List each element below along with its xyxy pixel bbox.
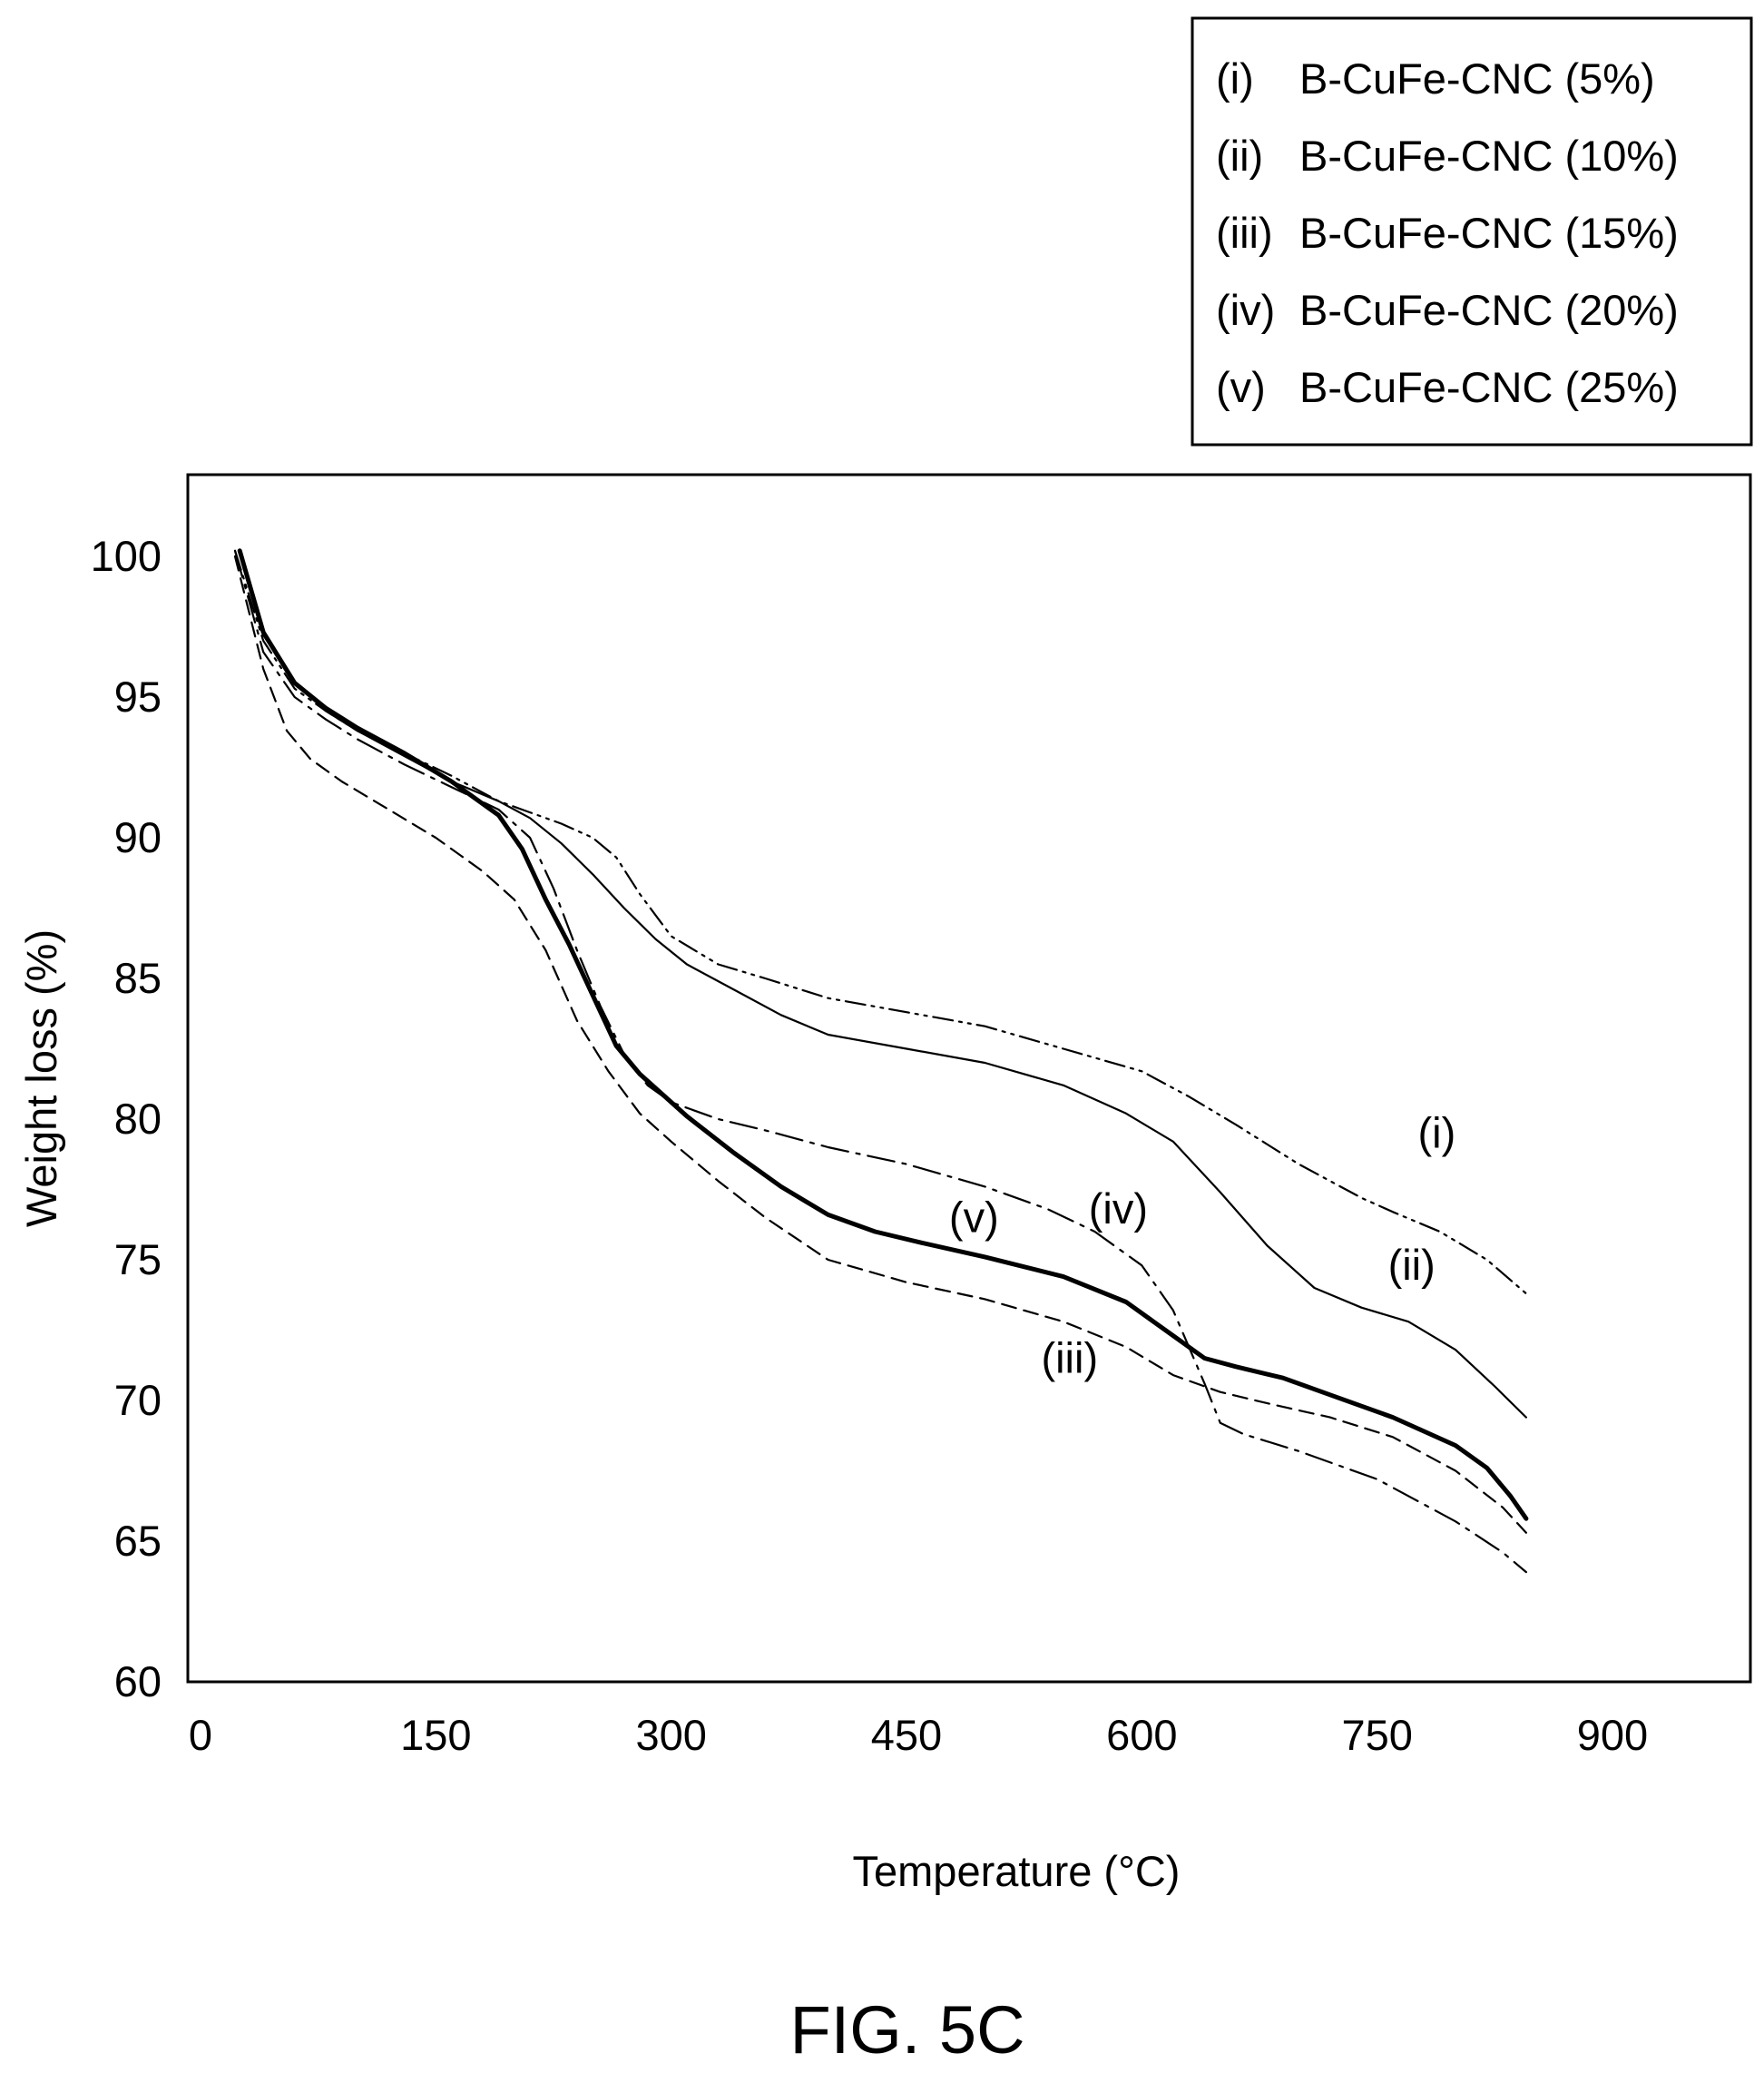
- x-tick-label: 900: [1577, 1711, 1648, 1759]
- legend-tag-iv: (iv): [1216, 286, 1275, 334]
- x-tick-label: 300: [635, 1711, 706, 1759]
- y-tick-label: 85: [114, 954, 162, 1002]
- y-tick-label: 75: [114, 1235, 162, 1283]
- legend-entry-i: B-CuFe-CNC (5%): [1299, 54, 1655, 103]
- curve-label-iv: (iv): [1089, 1184, 1148, 1233]
- y-tick-label: 100: [91, 532, 162, 580]
- y-tick-label: 95: [114, 673, 162, 721]
- series-line-iii: [233, 555, 1528, 1534]
- legend-box: [1191, 16, 1753, 447]
- figure-caption: FIG. 5C: [789, 1992, 1024, 2068]
- y-tick-label: 90: [114, 813, 162, 861]
- x-tick-label: 450: [871, 1711, 942, 1759]
- series-line-ii: [239, 549, 1528, 1419]
- legend-entry-v: B-CuFe-CNC (25%): [1299, 363, 1679, 411]
- series-layer: [233, 548, 1529, 1574]
- legend: (i) B-CuFe-CNC (5%) (ii) B-CuFe-CNC (10%…: [1191, 16, 1753, 447]
- legend-entry-iv: B-CuFe-CNC (20%): [1299, 286, 1679, 334]
- series-line-iv: [233, 549, 1528, 1574]
- y-tick-label: 80: [114, 1095, 162, 1143]
- curve-label-v: (v): [949, 1194, 999, 1242]
- y-axis-ticks: 60 65 70 75 80 85 90 95 100: [91, 532, 162, 1705]
- legend-tag-ii: (ii): [1216, 132, 1263, 180]
- x-axis-title: Temperature (°C): [853, 1847, 1181, 1895]
- x-axis-ticks: 0 150 300 450 600 750 900: [189, 1711, 1648, 1759]
- x-tick-label: 600: [1106, 1711, 1177, 1759]
- y-tick-label: 70: [114, 1376, 162, 1424]
- y-tick-label: 65: [114, 1517, 162, 1565]
- legend-entry-iii: B-CuFe-CNC (15%): [1299, 209, 1679, 257]
- x-tick-label: 750: [1341, 1711, 1412, 1759]
- y-tick-label: 60: [114, 1657, 162, 1705]
- curve-label-i: (i): [1417, 1109, 1455, 1157]
- x-tick-label: 150: [400, 1711, 471, 1759]
- curve-label-iii: (iii): [1041, 1334, 1098, 1382]
- plot-area: [186, 473, 1752, 1684]
- series-line-i: [233, 549, 1528, 1295]
- legend-tag-i: (i): [1216, 54, 1254, 103]
- legend-tag-iii: (iii): [1216, 209, 1273, 257]
- curve-label-ii: (ii): [1388, 1241, 1436, 1289]
- series-line-v: [237, 548, 1529, 1521]
- y-axis-title: Weight loss (%): [17, 929, 65, 1227]
- curve-annotations: (i) (ii) (iii) (iv) (v): [949, 1109, 1455, 1382]
- legend-tag-v: (v): [1216, 363, 1266, 411]
- x-tick-label: 0: [189, 1711, 212, 1759]
- legend-entry-ii: B-CuFe-CNC (10%): [1299, 132, 1679, 180]
